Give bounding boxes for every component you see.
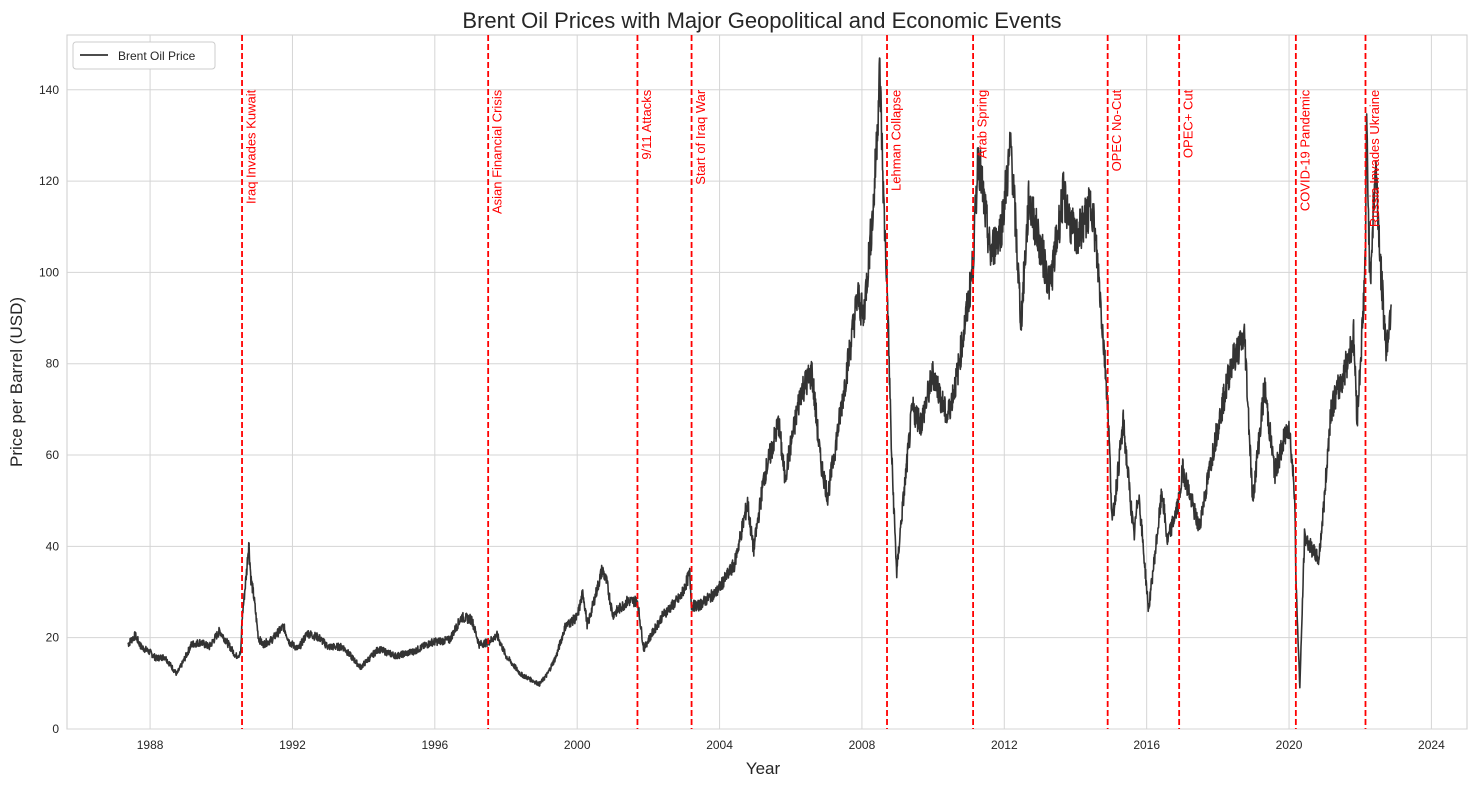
event-label: Iraq Invades Kuwait	[244, 89, 259, 204]
event-marker: Start of Iraq War	[690, 35, 708, 729]
x-axis-label: Year	[746, 759, 781, 778]
x-tick-label: 1996	[421, 738, 448, 752]
event-marker: 9/11 Attacks	[636, 35, 654, 729]
plot-area	[66, 34, 1468, 730]
x-tick-label: 2004	[706, 738, 733, 752]
x-tick-label: 2024	[1418, 738, 1445, 752]
y-tick-label: 80	[46, 357, 60, 371]
event-marker: Asian Financial Crisis	[487, 35, 505, 729]
event-marker: Arab Spring	[972, 35, 990, 729]
event-marker: Lehman Collapse	[886, 35, 904, 729]
event-markers: Iraq Invades Kuwait Asian Financial Crisi…	[241, 35, 1382, 729]
x-tick-label: 2000	[564, 738, 591, 752]
y-tick-label: 140	[39, 83, 59, 97]
event-label: Lehman Collapse	[889, 90, 904, 191]
y-axis-label: Price per Barrel (USD)	[7, 297, 26, 467]
x-tick-label: 2012	[991, 738, 1018, 752]
event-label: COVID-19 Pandemic	[1297, 89, 1312, 211]
event-label: Arab Spring	[975, 90, 990, 159]
event-marker: COVID-19 Pandemic	[1294, 35, 1312, 729]
legend-box	[72, 41, 216, 70]
x-tick-labels: 1988 1992 1996 2000 2004 2008 2012 2016 2020 2024	[137, 738, 1445, 752]
event-label: Start of Iraq War	[693, 89, 708, 185]
x-tick-label: 1992	[279, 738, 306, 752]
series-line	[127, 57, 1392, 689]
event-marker: OPEC+ Cut	[1178, 35, 1196, 729]
y-tick-label: 60	[46, 448, 60, 462]
series-layer	[127, 57, 1392, 689]
y-tick-label: 40	[46, 539, 60, 553]
y-tick-label: 100	[39, 265, 59, 279]
series-brent-oil-price	[127, 57, 1392, 689]
grid-lines	[67, 35, 1467, 730]
event-marker: OPEC No-Cut	[1106, 35, 1124, 729]
x-tick-label: 2016	[1133, 738, 1160, 752]
y-tick-label: 0	[52, 722, 59, 736]
event-label: OPEC+ Cut	[1181, 89, 1196, 158]
event-label: 9/11 Attacks	[639, 89, 654, 159]
x-tick-label: 2008	[849, 738, 876, 752]
event-label: OPEC No-Cut	[1109, 89, 1124, 171]
event-label: Russia Invades Ukraine	[1367, 90, 1382, 227]
chart-title: Brent Oil Prices with Major Geopolitical…	[462, 8, 1061, 33]
x-tick-label: 1988	[137, 738, 164, 752]
legend: Brent Oil Price	[72, 41, 216, 70]
y-tick-label: 120	[39, 174, 59, 188]
event-marker: Iraq Invades Kuwait	[241, 35, 259, 729]
x-tick-label: 2020	[1276, 738, 1303, 752]
y-tick-labels: 0 20 40 60 80 100 120 140	[39, 83, 59, 736]
y-tick-label: 20	[46, 631, 60, 645]
event-label: Asian Financial Crisis	[490, 89, 505, 214]
event-marker: Russia Invades Ukraine	[1364, 35, 1382, 729]
legend-label: Brent Oil Price	[118, 49, 196, 63]
